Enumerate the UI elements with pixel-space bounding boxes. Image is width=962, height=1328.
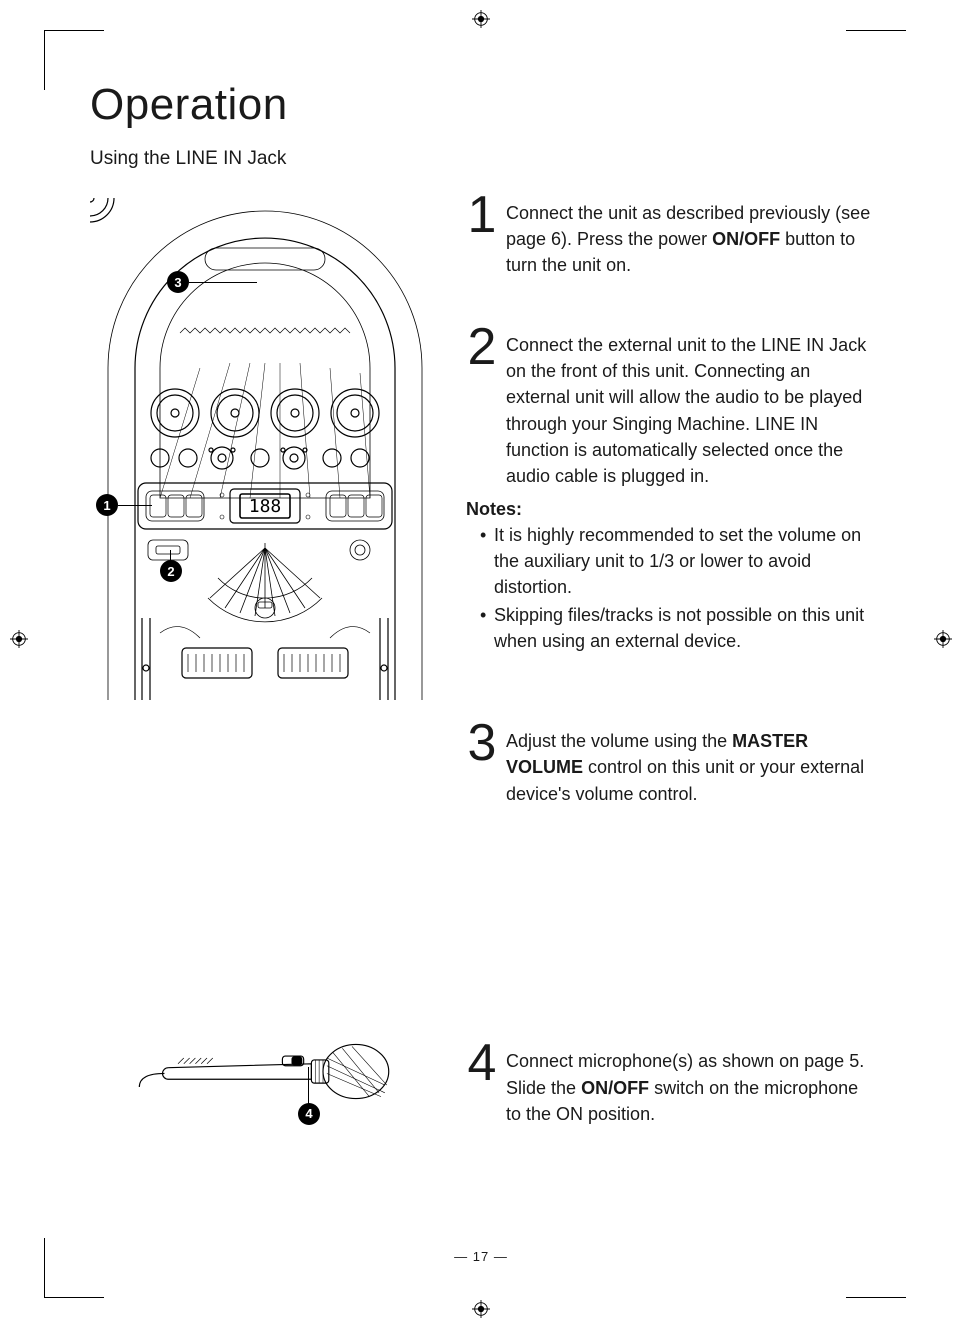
section-subtitle: Using the LINE IN Jack <box>90 148 872 170</box>
leader-line <box>170 550 171 562</box>
step-number: 2 <box>466 324 498 371</box>
step-number: 4 <box>466 1040 498 1087</box>
step-1: 1 Connect the unit as described previous… <box>466 198 872 278</box>
list-item: Skipping files/tracks is not possible on… <box>480 602 872 654</box>
diagram-callout-2: 2 <box>160 560 182 582</box>
crop-mark <box>846 1290 906 1298</box>
step-text: Adjust the volume using the MASTER VOLUM… <box>506 726 872 806</box>
step-3: 3 Adjust the volume using the MASTER VOL… <box>466 726 872 806</box>
crop-mark <box>846 30 906 38</box>
step-2: 2 Connect the external unit to the LINE … <box>466 330 872 489</box>
page-title: Operation <box>90 80 872 130</box>
step-4: 4 Connect microphone(s) as shown on page… <box>466 1046 872 1126</box>
crop-mark <box>44 1238 104 1298</box>
registration-mark-bottom <box>472 1300 490 1318</box>
step-text: Connect the external unit to the LINE IN… <box>506 330 872 489</box>
registration-mark-left <box>10 630 28 648</box>
diagram-callout-4: 4 <box>298 1103 320 1125</box>
microphone-diagram: 4 <box>120 1037 410 1137</box>
leader-line <box>308 1067 309 1105</box>
page-number: — 17 — <box>0 1249 962 1264</box>
bold-text: ON/OFF <box>581 1078 649 1098</box>
registration-mark-top <box>472 10 490 28</box>
bold-text: ON/OFF <box>712 229 780 249</box>
list-item: It is highly recommended to set the volu… <box>480 522 872 600</box>
registration-mark-right <box>934 630 952 648</box>
leader-line <box>189 282 257 283</box>
diagram-callout-3: 3 <box>167 271 189 293</box>
leader-line <box>118 505 152 506</box>
svg-text:188: 188 <box>249 496 282 517</box>
step-number: 3 <box>466 720 498 767</box>
diagram-callout-1: 1 <box>96 494 118 516</box>
notes-list: It is highly recommended to set the volu… <box>466 522 872 654</box>
notes-heading: Notes: <box>466 499 872 520</box>
step-text: Connect microphone(s) as shown on page 5… <box>506 1046 872 1126</box>
text: Adjust the volume using the <box>506 731 732 751</box>
step-number: 1 <box>466 192 498 239</box>
unit-diagram: 188 <box>90 198 440 700</box>
step-text: Connect the unit as described previously… <box>506 198 872 278</box>
crop-mark <box>44 30 104 90</box>
